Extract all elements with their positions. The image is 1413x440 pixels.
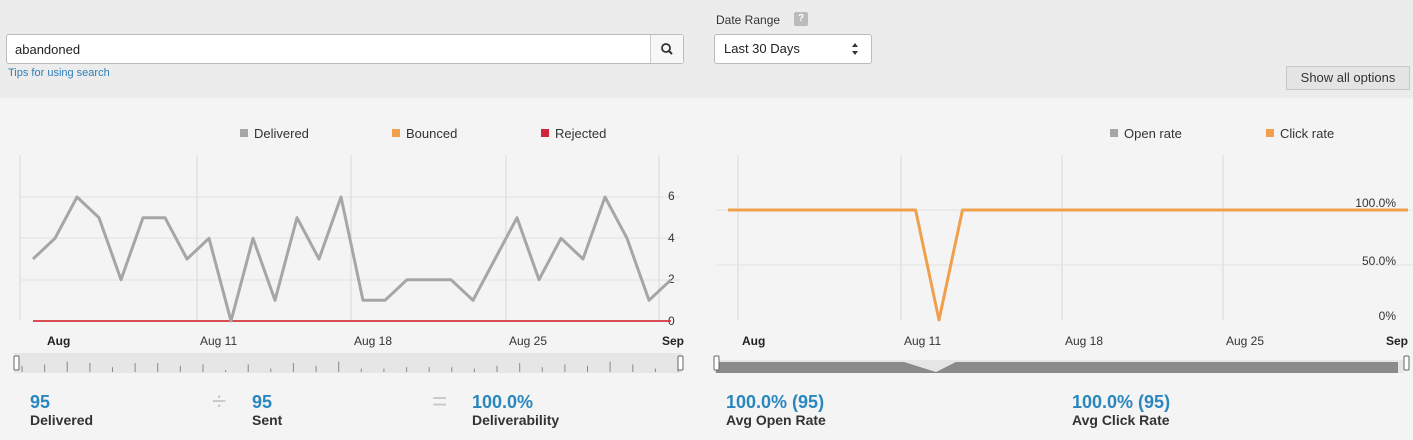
avg-open-rate-value: 100.0% (95) <box>726 392 825 412</box>
legend-bounced-swatch <box>392 129 400 137</box>
delivery-navigator[interactable] <box>13 353 684 373</box>
y-tick-4: 4 <box>668 231 675 245</box>
search-box <box>6 34 684 64</box>
search-button[interactable] <box>650 35 683 63</box>
y-tick-6: 6 <box>668 189 675 203</box>
divide-operator: ÷ <box>212 386 227 416</box>
navigator-activity <box>21 361 679 372</box>
engagement-chart: 0% 50.0% 100.0% Aug Aug 11 Aug 18 Aug 25… <box>713 155 1413 373</box>
delivery-series <box>31 195 673 323</box>
legend-rejected[interactable]: Rejected <box>541 126 606 141</box>
click-rate-line <box>728 208 1408 322</box>
sent-label: Sent <box>252 412 283 428</box>
legend-open-rate-swatch <box>1110 129 1118 137</box>
delivery-x-ticks: Aug Aug 11 Aug 18 Aug 25 Sep <box>47 334 684 348</box>
y-tick-2: 2 <box>668 272 675 286</box>
legend-rejected-label: Rejected <box>555 126 607 141</box>
y-tick-0: 0 <box>668 314 675 328</box>
updown-arrows-icon <box>852 43 858 55</box>
engagement-grid <box>716 155 1413 320</box>
navigator-left-handle[interactable] <box>13 355 20 371</box>
deliverability-label: Deliverability <box>472 412 560 428</box>
delivery-y-ticks: 0 2 4 6 <box>668 189 675 328</box>
y-tick-100pct: 100.0% <box>1355 196 1396 210</box>
x-tick-aug-11: Aug 11 <box>904 334 941 348</box>
legend-click-rate-label: Click rate <box>1280 126 1335 141</box>
legend-delivered[interactable]: Delivered <box>240 126 309 141</box>
x-tick-sep: Sep <box>662 334 684 348</box>
avg-open-rate-label: Avg Open Rate <box>726 412 826 428</box>
legend-rejected-swatch <box>541 129 549 137</box>
delivered-label: Delivered <box>30 412 94 428</box>
deliverability-value: 100.0% <box>472 392 534 412</box>
navigator-area <box>716 362 1398 373</box>
x-tick-aug: Aug <box>742 334 765 348</box>
legend-click-rate[interactable]: Click rate <box>1266 126 1334 141</box>
show-all-options-button[interactable]: Show all options <box>1286 66 1410 90</box>
legend-delivered-label: Delivered <box>254 126 309 141</box>
x-tick-aug-25: Aug 25 <box>509 334 547 348</box>
x-tick-aug-25: Aug 25 <box>1226 334 1264 348</box>
x-tick-sep: Sep <box>1386 334 1408 348</box>
legend-delivered-swatch <box>240 129 248 137</box>
search-tips-link[interactable]: Tips for using search <box>8 67 110 79</box>
engagement-x-ticks: Aug Aug 11 Aug 18 Aug 25 Sep <box>742 334 1408 348</box>
date-range-value: Last 30 Days <box>724 41 800 56</box>
date-range-label: Date Range <box>716 13 781 27</box>
sent-count: 95 <box>252 392 273 412</box>
search-icon <box>661 43 673 55</box>
legend-open-rate-label: Open rate <box>1124 126 1182 141</box>
search-input[interactable] <box>7 35 653 63</box>
avg-click-rate-label: Avg Click Rate <box>1072 412 1170 428</box>
engagement-series <box>728 208 1408 322</box>
equals-operator: = <box>432 386 448 416</box>
legend-bounced-label: Bounced <box>406 126 458 141</box>
legend-bounced[interactable]: Bounced <box>392 126 457 141</box>
x-tick-aug-11: Aug 11 <box>200 334 237 348</box>
engagement-navigator[interactable] <box>713 355 1410 373</box>
navigator-left-handle[interactable] <box>713 355 720 371</box>
x-tick-aug-18: Aug 18 <box>354 334 392 348</box>
navigator-right-handle[interactable] <box>677 355 684 371</box>
y-tick-50pct: 50.0% <box>1362 254 1396 268</box>
help-icon[interactable]: ? <box>794 12 808 26</box>
delivery-chart: 0 2 4 6 Aug Aug 11 Aug 18 Aug 25 Sep <box>13 155 684 373</box>
navigator-track <box>14 353 682 373</box>
delivered-count: 95 <box>30 392 51 412</box>
legend-click-rate-swatch <box>1266 129 1274 137</box>
x-tick-aug: Aug <box>47 334 70 348</box>
x-tick-aug-18: Aug 18 <box>1065 334 1103 348</box>
engagement-y-ticks: 0% 50.0% 100.0% <box>1355 196 1396 323</box>
avg-click-rate-value: 100.0% (95) <box>1072 392 1171 412</box>
navigator-right-handle[interactable] <box>1403 355 1410 371</box>
y-tick-0pct: 0% <box>1379 309 1397 323</box>
delivered-line <box>31 195 673 323</box>
date-range-select[interactable]: Last 30 Days <box>714 34 872 64</box>
legend-open-rate[interactable]: Open rate <box>1110 126 1182 141</box>
